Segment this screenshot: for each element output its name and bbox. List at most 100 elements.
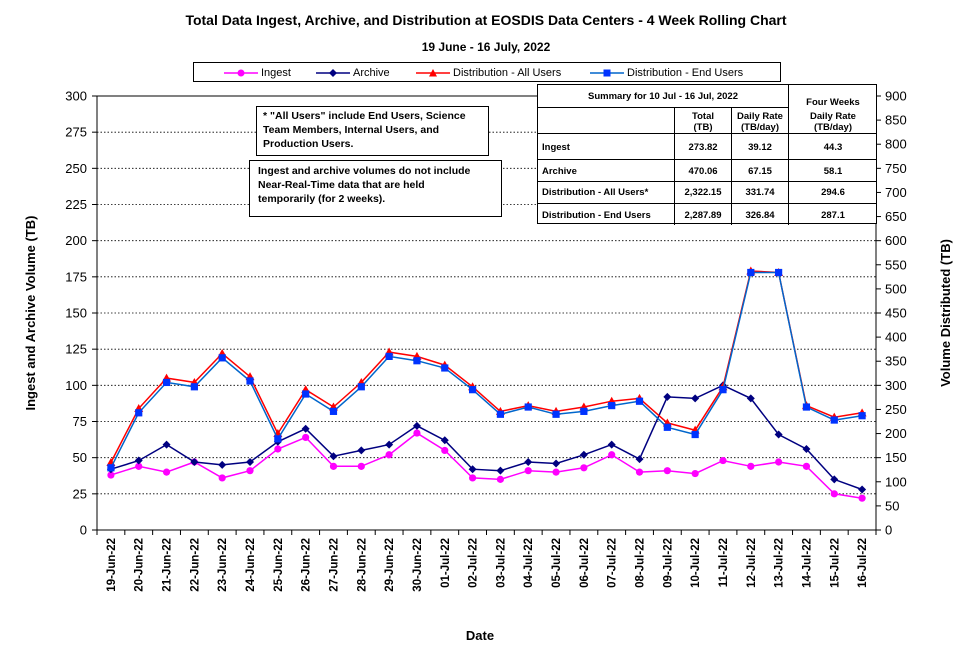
point-archive bbox=[802, 444, 811, 453]
point-dist-end bbox=[663, 423, 671, 431]
y-tick-label: 25 bbox=[73, 486, 87, 501]
y2-tick-label: 300 bbox=[885, 378, 907, 393]
y-tick-label: 250 bbox=[65, 161, 87, 176]
x-tick-label: 25-Jun-22 bbox=[273, 538, 285, 592]
summary-four-weeks: Four Weeks bbox=[806, 97, 860, 108]
point-archive bbox=[663, 392, 672, 401]
left-axis-ticks: 0 25 50 75 100 125 150 175 200 225 250 275 300 bbox=[65, 89, 97, 538]
y-axis-title: Ingest and Archive Volume (TB) bbox=[23, 215, 38, 410]
point-ingest bbox=[135, 462, 143, 470]
point-ingest bbox=[274, 445, 282, 453]
point-ingest bbox=[663, 467, 671, 475]
x-tick-label: 26-Jun-22 bbox=[301, 538, 313, 592]
legend-archive-label: Archive bbox=[353, 67, 390, 79]
legend-dist-end-marker bbox=[590, 69, 624, 77]
point-dist-end bbox=[218, 354, 226, 362]
y2-tick-label: 750 bbox=[885, 161, 907, 176]
x-tick-label: 12-Jul-22 bbox=[746, 538, 758, 588]
y2-tick-label: 100 bbox=[885, 474, 907, 489]
point-dist-end bbox=[747, 268, 755, 277]
row-total: 2,322.15 bbox=[684, 187, 722, 198]
y2-tick-label: 450 bbox=[885, 306, 907, 321]
point-dist-end bbox=[413, 357, 421, 365]
x-tick-label: 04-Jul-22 bbox=[523, 538, 535, 588]
legend-dist-all-label: Distribution - All Users bbox=[453, 67, 562, 79]
x-tick-label: 21-Jun-22 bbox=[162, 538, 174, 592]
point-dist-end bbox=[162, 378, 171, 387]
series-line-ingest bbox=[110, 432, 863, 499]
x-tick-label: 16-Jul-22 bbox=[857, 538, 869, 588]
summary-title: Summary for 10 Jul - 16 Jul, 2022 bbox=[588, 91, 738, 102]
y2-tick-label: 650 bbox=[885, 209, 907, 224]
row-four: 58.1 bbox=[823, 166, 843, 177]
point-ingest bbox=[580, 464, 588, 472]
y-tick-label: 100 bbox=[65, 378, 87, 393]
x-tick-label: 24-Jun-22 bbox=[245, 538, 257, 592]
x-tick-label: 14-Jul-22 bbox=[801, 538, 813, 588]
note1-line: Team Members, Internal Users, and bbox=[263, 124, 440, 136]
x-tick-label: 06-Jul-22 bbox=[579, 538, 591, 588]
row-total: 470.06 bbox=[688, 166, 718, 177]
point-dist-end bbox=[552, 410, 560, 418]
y-tick-label: 0 bbox=[80, 523, 87, 538]
point-dist-end bbox=[830, 416, 838, 424]
legend-archive-marker bbox=[316, 69, 350, 77]
point-dist-end bbox=[802, 403, 811, 411]
y-tick-label: 150 bbox=[65, 306, 87, 321]
x-tick-label: 03-Jul-22 bbox=[495, 538, 507, 588]
point-archive bbox=[691, 394, 700, 403]
note1-line: * "All Users" include End Users, Science bbox=[263, 110, 466, 122]
point-archive bbox=[329, 452, 338, 461]
row-four: 287.1 bbox=[821, 210, 845, 221]
y2-tick-label: 350 bbox=[885, 354, 907, 369]
point-archive bbox=[190, 458, 199, 467]
point-ingest bbox=[385, 451, 393, 459]
point-dist-end bbox=[385, 352, 393, 360]
y-tick-label: 75 bbox=[73, 414, 87, 429]
point-archive bbox=[830, 475, 839, 484]
x-tick-label: 02-Jul-22 bbox=[468, 538, 480, 588]
point-archive bbox=[746, 394, 755, 403]
point-ingest bbox=[858, 494, 866, 502]
x-tick-label: 23-Jun-22 bbox=[217, 538, 229, 592]
point-dist-end bbox=[858, 412, 866, 420]
note2-line: Ingest and archive volumes do not includ… bbox=[258, 165, 471, 177]
legend-item-dist-end: Distribution - End Users bbox=[590, 65, 743, 81]
point-dist-end bbox=[274, 435, 282, 443]
x-tick-label: 10-Jul-22 bbox=[690, 538, 702, 588]
point-dist-end bbox=[441, 364, 449, 372]
point-dist-end bbox=[190, 383, 198, 391]
x-tick-label: 08-Jul-22 bbox=[635, 538, 647, 588]
series-line-dist-end bbox=[110, 271, 863, 469]
y2-tick-label: 400 bbox=[885, 330, 907, 345]
point-archive bbox=[496, 466, 505, 475]
y2-tick-label: 550 bbox=[885, 257, 907, 272]
point-ingest bbox=[218, 474, 226, 482]
x-tick-label: 20-Jun-22 bbox=[134, 538, 146, 592]
chart-subtitle: 19 June - 16 July, 2022 bbox=[421, 40, 551, 54]
y2-tick-label: 850 bbox=[885, 113, 907, 128]
point-ingest bbox=[162, 468, 171, 476]
x-axis-ticks: 19-Jun-22 20-Jun-22 21-Jun-22 22-Jun-22 23-J… bbox=[96, 530, 877, 592]
chart-title: Total Data Ingest, Archive, and Distribu… bbox=[185, 12, 787, 28]
y-tick-label: 175 bbox=[65, 269, 87, 284]
point-dist-end bbox=[775, 268, 783, 277]
point-dist-end bbox=[635, 397, 644, 405]
row-daily: 326.84 bbox=[745, 210, 775, 221]
x-tick-label: 07-Jul-22 bbox=[607, 538, 619, 588]
row-total: 273.82 bbox=[688, 142, 718, 153]
x-tick-label: 29-Jun-22 bbox=[384, 538, 396, 592]
point-ingest bbox=[441, 446, 449, 455]
point-dist-end bbox=[135, 409, 143, 417]
point-dist-end bbox=[302, 390, 310, 398]
y2-axis-title: Volume Distributed (TB) bbox=[938, 239, 953, 387]
y2-tick-label: 600 bbox=[885, 233, 907, 248]
row-daily: 39.12 bbox=[748, 142, 772, 153]
row-label: Archive bbox=[542, 166, 577, 177]
point-ingest bbox=[496, 475, 505, 483]
point-dist-end bbox=[691, 430, 699, 439]
point-ingest bbox=[691, 469, 699, 478]
point-dist-end bbox=[524, 403, 532, 411]
note-near-real-time: Ingest and archive volumes do not includ… bbox=[249, 160, 502, 217]
